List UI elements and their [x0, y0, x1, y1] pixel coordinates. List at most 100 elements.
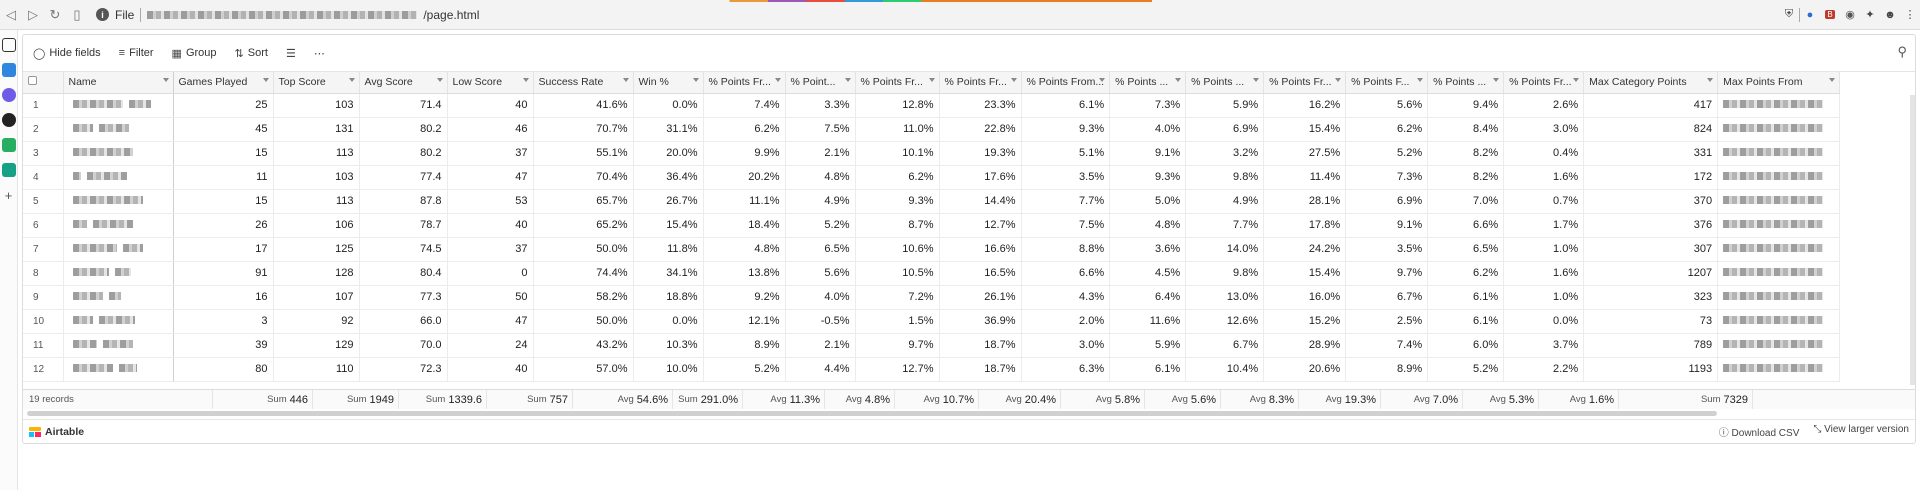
table-row[interactable]: 5 15 113 87.8 53 65.7% 26.7% 11.1% 4.9% 9.3% 14.4%… — [23, 189, 1841, 214]
table-cell[interactable]: 6.2% — [1427, 261, 1505, 286]
table-cell[interactable]: 1193 — [1583, 357, 1719, 382]
table-cell[interactable]: 87.8 — [359, 189, 448, 214]
table-cell[interactable]: 10.3% — [633, 333, 704, 358]
redacted-cell[interactable] — [1717, 237, 1841, 262]
table-cell[interactable]: 7.3% — [1109, 93, 1187, 118]
table-cell[interactable]: 50.0% — [533, 309, 634, 334]
table-cell[interactable]: 2.6% — [1503, 93, 1585, 118]
table-cell[interactable]: 43.2% — [533, 333, 634, 358]
table-cell[interactable]: 78.7 — [359, 213, 448, 238]
chevron-down-icon[interactable] — [1417, 78, 1424, 82]
table-cell[interactable]: 13.0% — [1185, 285, 1265, 310]
table-cell[interactable]: 6.6% — [1427, 213, 1505, 238]
table-cell[interactable]: 11.8% — [633, 237, 704, 262]
table-row[interactable]: 8 91 128 80.4 0 74.4% 34.1% 13.8% 5.6% 10.5% 16.5%… — [23, 261, 1841, 286]
redacted-cell[interactable] — [1717, 309, 1841, 334]
table-cell[interactable]: 15.4% — [633, 213, 704, 238]
summary-cell[interactable]: Sum 757 — [487, 390, 573, 409]
table-cell[interactable]: 36.9% — [939, 309, 1022, 334]
table-cell[interactable]: 12.7% — [855, 357, 940, 382]
table-cell[interactable]: 16.2% — [1263, 93, 1347, 118]
table-cell[interactable]: 17.6% — [939, 165, 1022, 190]
row-number[interactable]: 6 — [23, 213, 64, 238]
summary-cell[interactable]: Sum 1339.6 — [399, 390, 487, 409]
table-cell[interactable]: 6.2% — [1345, 117, 1429, 142]
table-cell[interactable]: 45 — [173, 117, 274, 142]
table-cell[interactable]: 125 — [273, 237, 360, 262]
table-cell[interactable]: 39 — [173, 333, 274, 358]
table-cell[interactable]: 24 — [447, 333, 534, 358]
redacted-name-cell[interactable] — [63, 213, 174, 238]
table-cell[interactable]: 113 — [273, 189, 360, 214]
column-header[interactable]: Top Score — [273, 72, 360, 94]
table-cell[interactable]: 0.7% — [1503, 189, 1585, 214]
table-cell[interactable]: 15 — [173, 189, 274, 214]
table-cell[interactable]: 3.0% — [1021, 333, 1111, 358]
table-cell[interactable]: 8.7% — [855, 213, 940, 238]
table-cell[interactable]: 20.2% — [703, 165, 786, 190]
table-cell[interactable]: 34.1% — [633, 261, 704, 286]
row-number[interactable]: 12 — [23, 357, 64, 382]
column-header[interactable]: % Points F... — [1345, 72, 1429, 94]
table-cell[interactable]: 47 — [447, 165, 534, 190]
row-number[interactable]: 5 — [23, 189, 64, 214]
table-cell[interactable]: 110 — [273, 357, 360, 382]
table-cell[interactable]: 103 — [273, 165, 360, 190]
airtable-logo[interactable]: Airtable — [29, 426, 84, 438]
table-cell[interactable]: 70.0 — [359, 333, 448, 358]
table-cell[interactable]: 6.0% — [1427, 333, 1505, 358]
summary-cell[interactable]: Avg 5.8% — [1061, 390, 1145, 409]
chevron-down-icon[interactable] — [1573, 78, 1580, 82]
table-cell[interactable]: 4.8% — [1109, 213, 1187, 238]
summary-cell[interactable]: Avg 5.3% — [1463, 390, 1539, 409]
table-cell[interactable]: 7.7% — [1021, 189, 1111, 214]
table-cell[interactable]: 37 — [447, 237, 534, 262]
table-cell[interactable]: 20.0% — [633, 141, 704, 166]
table-cell[interactable]: 417 — [1583, 93, 1719, 118]
table-cell[interactable]: 18.4% — [703, 213, 786, 238]
table-row[interactable]: 12 80 110 72.3 40 57.0% 10.0% 5.2% 4.4% 12.7% 18.7… — [23, 357, 1841, 382]
table-cell[interactable]: 11.1% — [703, 189, 786, 214]
extension-icon[interactable]: ● — [1806, 8, 1814, 21]
table-cell[interactable]: 2.1% — [785, 333, 856, 358]
table-cell[interactable]: 11.4% — [1263, 165, 1347, 190]
table-cell[interactable]: 3.0% — [1503, 117, 1585, 142]
user-icon[interactable]: ☻ — [1884, 8, 1896, 21]
table-cell[interactable]: 50.0% — [533, 237, 634, 262]
table-cell[interactable]: 70.7% — [533, 117, 634, 142]
table-cell[interactable]: 7.2% — [855, 285, 940, 310]
table-cell[interactable]: 7.0% — [1427, 189, 1505, 214]
table-cell[interactable]: 1.0% — [1503, 237, 1585, 262]
table-cell[interactable]: 55.1% — [533, 141, 634, 166]
summary-cell[interactable]: Avg 11.3% — [743, 390, 825, 409]
table-cell[interactable]: 131 — [273, 117, 360, 142]
table-cell[interactable]: 0 — [447, 261, 534, 286]
column-header[interactable]: % Points ... — [1185, 72, 1265, 94]
chevron-down-icon[interactable] — [1010, 78, 1017, 82]
table-cell[interactable]: 80.2 — [359, 141, 448, 166]
chevron-down-icon[interactable] — [928, 78, 935, 82]
table-cell[interactable]: 70.4% — [533, 165, 634, 190]
table-cell[interactable]: 0.4% — [1503, 141, 1585, 166]
column-header[interactable]: Max Points From — [1717, 72, 1841, 94]
table-cell[interactable]: 36.4% — [633, 165, 704, 190]
table-cell[interactable]: 80.2 — [359, 117, 448, 142]
forward-icon[interactable]: ▷ — [28, 6, 38, 22]
summary-cell[interactable]: Sum 1949 — [313, 390, 399, 409]
table-cell[interactable]: 9.7% — [1345, 261, 1429, 286]
table-cell[interactable]: 3.2% — [1185, 141, 1265, 166]
chevron-down-icon[interactable] — [262, 78, 269, 82]
table-cell[interactable]: 15.4% — [1263, 117, 1347, 142]
redacted-name-cell[interactable] — [63, 357, 174, 382]
column-header[interactable]: % Points Fr... — [703, 72, 786, 94]
table-cell[interactable]: 824 — [1583, 117, 1719, 142]
summary-cell[interactable]: Avg 20.4% — [979, 390, 1061, 409]
table-cell[interactable]: 5.9% — [1109, 333, 1187, 358]
table-cell[interactable]: 66.0 — [359, 309, 448, 334]
summary-cell[interactable]: Avg 54.6% — [573, 390, 673, 409]
table-cell[interactable]: 4.4% — [785, 357, 856, 382]
table-cell[interactable]: 7.5% — [1021, 213, 1111, 238]
table-cell[interactable]: 172 — [1583, 165, 1719, 190]
more-options-button[interactable]: ⋯ — [314, 47, 325, 60]
table-cell[interactable]: 2.2% — [1503, 357, 1585, 382]
